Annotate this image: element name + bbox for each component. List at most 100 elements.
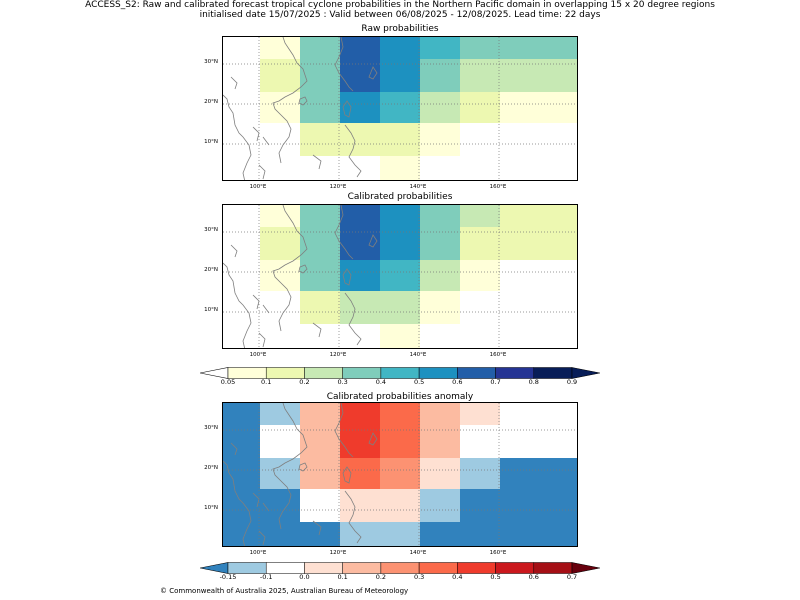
lon-label: 120°E [329, 184, 347, 190]
colorbar-segment [304, 367, 343, 379]
probability-cell [500, 37, 577, 59]
probability-cell [223, 260, 260, 291]
probability-cell [460, 156, 500, 180]
lat-label: 30°N [204, 425, 218, 431]
panel-title-calibrated: Calibrated probabilities [347, 192, 453, 202]
colorbar-segment [457, 562, 496, 574]
probability-cell [420, 92, 460, 123]
coastline-path [342, 268, 352, 286]
probability-cell [420, 291, 460, 324]
probability-cell [340, 156, 380, 180]
colorbar-tick-label: 0.1 [261, 378, 272, 386]
colorbar-probabilities [199, 364, 601, 379]
probability-cell [420, 260, 460, 291]
probability-cell [460, 92, 500, 123]
probability-cell [300, 489, 340, 522]
colorbar-tick-label: 0.0 [299, 573, 310, 581]
probability-cell [380, 324, 420, 348]
probability-cell [460, 291, 500, 324]
probability-cell [223, 425, 260, 458]
probability-cell [260, 227, 300, 260]
lat-label: 10°N [204, 505, 218, 511]
colorbar-tick-label: 0.4 [452, 573, 463, 581]
colorbar-segment [380, 367, 420, 379]
colorbar-anomaly [199, 559, 601, 574]
probability-cell [380, 123, 420, 156]
coastline-path [258, 520, 322, 546]
panel-title-raw: Raw probabilities [361, 24, 439, 34]
probability-cell [223, 59, 260, 92]
map-raw-probabilities [222, 36, 578, 181]
probability-cell [223, 123, 260, 156]
probability-cell [300, 205, 340, 227]
probability-cell [223, 522, 260, 546]
probability-cell [420, 123, 460, 156]
probability-cell [340, 403, 380, 425]
probability-cell [260, 425, 300, 458]
probability-cell [460, 324, 500, 348]
colorbar-tick-label: 0.7 [490, 378, 501, 386]
graticule [223, 205, 577, 348]
lat-label: 10°N [204, 307, 218, 313]
probability-cell [380, 403, 420, 425]
lon-label: 100°E [249, 352, 267, 358]
colorbar-segment [418, 367, 458, 379]
colorbar-segment [495, 562, 535, 574]
probability-cell [460, 260, 500, 291]
coastline-path [342, 100, 352, 118]
figure-title: ACCESS_S2: Raw and calibrated forecast t… [85, 0, 715, 20]
probability-cell [260, 260, 300, 291]
colorbar-segment [342, 562, 382, 574]
lat-label: 20°N [204, 99, 218, 105]
probability-cell [420, 489, 460, 522]
probability-cell [300, 291, 340, 324]
coastline-path [258, 322, 322, 348]
colorbar-tick-label: 0.6 [528, 573, 539, 581]
probability-cell [380, 291, 420, 324]
coastline-path [368, 66, 378, 80]
probability-cell [420, 425, 460, 458]
coastline-path [368, 234, 378, 248]
lon-label: 140°E [409, 352, 427, 358]
colorbar-tick-label: 0.3 [337, 378, 348, 386]
lat-label: 30°N [204, 227, 218, 233]
lon-label: 160°E [489, 184, 507, 190]
probability-cell [500, 324, 577, 348]
panel-title-anomaly: Calibrated probabilities anomaly [326, 392, 474, 402]
colorbar-tick-label: 0.2 [299, 378, 310, 386]
map-calibrated-probabilities [222, 204, 578, 349]
colorbar-tick-label: -0.15 [219, 573, 237, 581]
copyright-note: © Commonwealth of Australia 2025, Austra… [160, 587, 409, 595]
map-calibrated-svg [223, 205, 577, 348]
probability-cell [420, 59, 460, 92]
probability-cell [300, 59, 340, 92]
colorbar-segment [265, 562, 305, 574]
probability-cell [420, 156, 460, 180]
lon-label: 160°E [489, 550, 507, 556]
probability-cell [340, 227, 380, 260]
probability-cell [500, 205, 577, 227]
probability-cell [300, 425, 340, 458]
coastline-path [258, 154, 322, 180]
probability-cell [300, 156, 340, 180]
probability-cell [223, 403, 260, 425]
probability-cell [340, 92, 380, 123]
lat-label: 10°N [204, 139, 218, 145]
colorbar-tick-label: 0.1 [337, 573, 348, 581]
probability-cell [340, 522, 380, 546]
colorbar-over-arrow [571, 562, 601, 574]
coastline-path [344, 490, 362, 544]
lat-label: 20°N [204, 267, 218, 273]
probability-cell [500, 522, 577, 546]
coastline-path [223, 262, 252, 348]
probability-cell [340, 425, 380, 458]
colorbar-segment [457, 367, 496, 379]
colorbar-tick-label: 0.05 [220, 378, 236, 386]
probability-cell [380, 489, 420, 522]
probability-cell [500, 291, 577, 324]
probability-cell [460, 37, 500, 59]
colorbar-segment [265, 367, 305, 379]
probability-cell [300, 227, 340, 260]
coastline-path [223, 94, 252, 180]
colorbar-segment [342, 367, 382, 379]
